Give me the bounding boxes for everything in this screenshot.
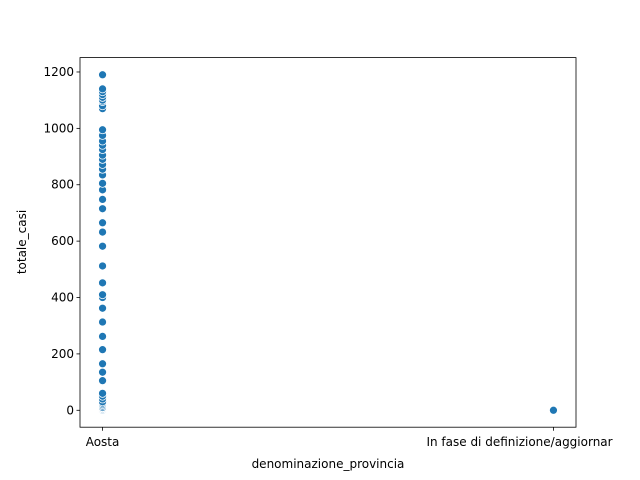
point (98, 367, 107, 377)
point (98, 359, 107, 369)
point (98, 388, 107, 398)
plot-frame (79, 57, 577, 428)
y-tick-label: 200 (51, 347, 74, 361)
point (98, 303, 107, 313)
point (98, 261, 107, 271)
point (549, 405, 558, 415)
point (98, 317, 107, 327)
y-tick-label: 800 (51, 178, 74, 192)
point (98, 70, 107, 80)
point (98, 278, 107, 288)
point (98, 227, 107, 237)
x-tick-label: In fase di definizione/aggiornar (426, 435, 612, 449)
y-tick-label: 400 (51, 291, 74, 305)
y-axis-label: totale_casi (15, 210, 29, 274)
point (98, 125, 107, 135)
y-tick-label: 0 (66, 403, 74, 417)
point (98, 332, 107, 341)
point (98, 204, 107, 214)
point (98, 376, 107, 386)
point (98, 218, 107, 228)
x-axis-label: denominazione_provincia (252, 457, 405, 471)
point (98, 195, 107, 204)
y-tick-label: 1200 (43, 65, 74, 79)
y-tick-label: 1000 (43, 121, 74, 135)
point (98, 290, 107, 300)
point (98, 241, 107, 251)
y-tick-label: 600 (51, 234, 74, 248)
point (98, 178, 107, 188)
point (98, 84, 107, 94)
x-tick-label: Aosta (86, 435, 120, 449)
point (98, 345, 107, 355)
